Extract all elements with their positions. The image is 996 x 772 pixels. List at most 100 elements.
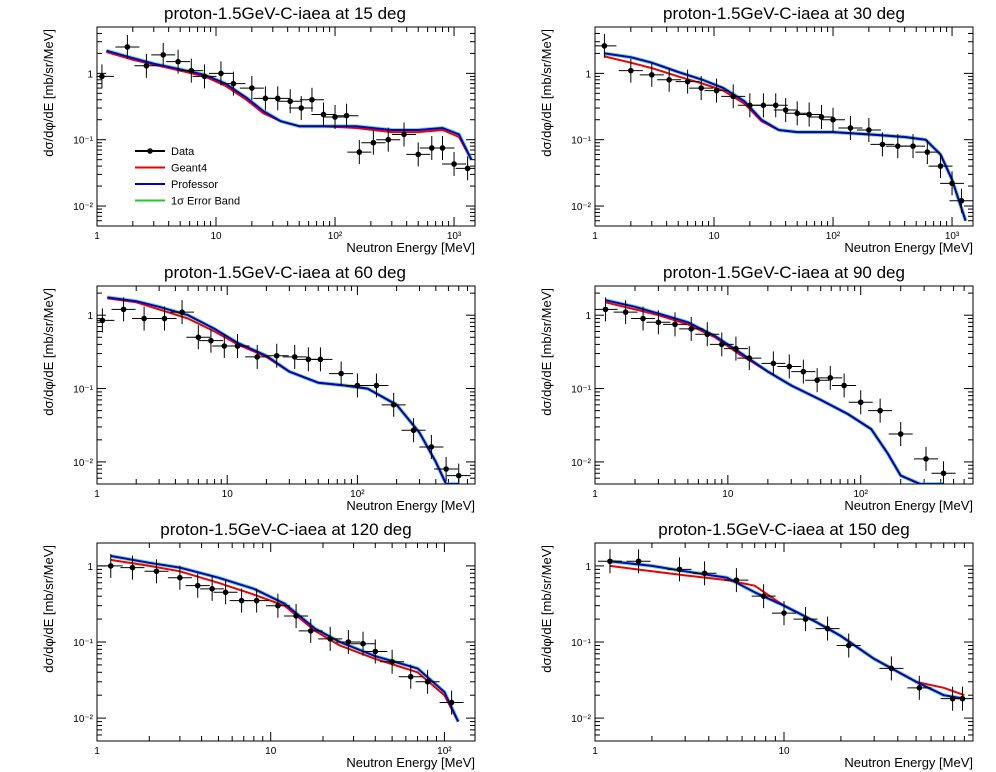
geant4-line (609, 564, 965, 697)
data-point (392, 122, 417, 147)
x-tick-label: 1 (592, 489, 598, 500)
data-point-marker (866, 127, 872, 133)
data-point-marker (698, 85, 704, 91)
panel-title: proton-1.5GeV-C-iaea at 30 deg (663, 4, 905, 23)
x-axis-label: Neutron Energy [MeV] (844, 498, 973, 513)
data-point-marker (443, 466, 449, 472)
data-point (225, 334, 250, 359)
x-axis-label: Neutron Energy [MeV] (844, 755, 973, 770)
data-point (186, 325, 211, 350)
data-point-marker (327, 636, 333, 642)
y-tick-label: 1 (585, 311, 591, 322)
data-point-marker (897, 431, 904, 437)
data-point-marker (360, 640, 366, 647)
data-point-marker (120, 306, 127, 313)
data-point-marker (676, 566, 683, 573)
data-point (626, 549, 651, 574)
data-point-marker (254, 354, 261, 360)
data-point-marker (924, 149, 931, 155)
x-tick-label: 1 (592, 746, 598, 757)
data-point (364, 373, 389, 398)
data-point-marker (701, 570, 708, 577)
data-point-marker (747, 102, 753, 109)
geant4-line (605, 301, 944, 484)
data-point-marker (688, 326, 695, 332)
y-tick-label: 1 (585, 562, 591, 573)
data-point (657, 67, 682, 92)
data-point (97, 64, 114, 89)
data-point-marker (415, 151, 422, 158)
data-point-marker (628, 67, 634, 74)
data-point-marker (428, 444, 435, 450)
y-tick-label: 1 (87, 311, 93, 322)
y-tick-label: 10⁻² (73, 202, 93, 213)
data-point-marker (746, 355, 753, 361)
data-point (751, 584, 776, 609)
data-point (772, 601, 796, 626)
data-point-marker (949, 180, 955, 187)
data-point (318, 626, 343, 651)
y-tick-label: 10⁻¹ (73, 638, 93, 649)
geant4-line (110, 558, 460, 723)
data-point (282, 344, 307, 369)
data-point (885, 134, 910, 159)
x-tick-label: 1 (592, 231, 598, 242)
data-point (363, 639, 388, 664)
data-point-marker (389, 658, 395, 665)
data-point-marker (307, 628, 314, 634)
data-point-marker (179, 309, 185, 315)
data-point (278, 89, 303, 114)
data-point (761, 351, 786, 376)
data-point (931, 461, 956, 484)
data-point-marker (760, 102, 767, 109)
data-point (299, 87, 324, 112)
data-point (336, 630, 361, 654)
legend-label-professor: Professor (171, 179, 218, 191)
data-point (777, 354, 802, 379)
data-point-marker (730, 93, 737, 100)
y-axis-label: dσ/dφ/dE [mb/sr/MeV] (539, 288, 554, 416)
error-band-line (107, 295, 459, 484)
data-point (152, 306, 177, 331)
data-point-marker (129, 564, 136, 571)
data-point (311, 102, 336, 127)
data-point (376, 127, 401, 152)
x-tick-label: 1 (94, 746, 100, 757)
data-point-marker (208, 337, 214, 344)
data-point (797, 102, 822, 127)
data-point (308, 347, 333, 372)
plot-frame (594, 285, 974, 485)
data-point-marker (666, 76, 672, 83)
plot-frame (96, 285, 476, 485)
data-point (709, 332, 734, 357)
data-point (455, 156, 475, 181)
data-point-marker (407, 673, 414, 680)
data-point (398, 664, 423, 689)
y-tick-label: 1 (87, 562, 93, 573)
y-axis-label: dσ/dφ/dE [mb/sr/MeV] (41, 545, 56, 673)
x-axis-label: Neutron Energy [MeV] (346, 755, 475, 770)
data-point-marker (372, 648, 379, 655)
data-point-marker (293, 613, 299, 619)
data-point-marker (249, 85, 255, 91)
data-point-marker (385, 136, 392, 143)
x-axis-label: Neutron Energy [MeV] (346, 498, 475, 513)
data-point (381, 392, 406, 417)
data-point (446, 463, 471, 484)
data-point (111, 297, 136, 322)
data-point-marker (234, 343, 241, 349)
data-point-marker (622, 309, 629, 315)
data-point-marker (448, 699, 455, 706)
data-point (879, 656, 904, 681)
x-tick-label: 1 (94, 231, 100, 242)
data-point (198, 328, 223, 353)
data-point-marker (298, 105, 305, 111)
professor-line (107, 296, 459, 484)
data-point-marker (305, 356, 312, 363)
data-point-marker (782, 107, 789, 113)
data-point-marker (309, 96, 315, 103)
data-point-marker (188, 67, 195, 74)
data-point-marker (640, 315, 646, 322)
data-point (689, 76, 714, 101)
